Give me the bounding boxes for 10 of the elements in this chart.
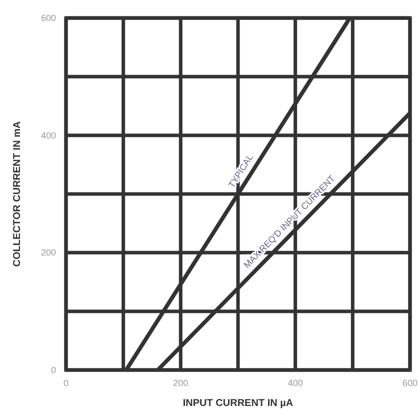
x-tick-label: 200 bbox=[173, 378, 188, 388]
x-tick-label: 400 bbox=[288, 378, 303, 388]
y-tick-label: 0 bbox=[50, 365, 56, 375]
x-axis-title: INPUT CURRENT IN µA bbox=[182, 398, 294, 409]
x-tick-label: 600 bbox=[402, 378, 418, 388]
y-tick-label: 600 bbox=[40, 13, 56, 23]
y-axis-title: COLLECTOR CURRENT IN mA bbox=[12, 121, 23, 267]
y-tick-label: 200 bbox=[40, 248, 56, 258]
x-tick-label: 0 bbox=[63, 378, 69, 388]
y-tick-label: 400 bbox=[40, 130, 56, 140]
